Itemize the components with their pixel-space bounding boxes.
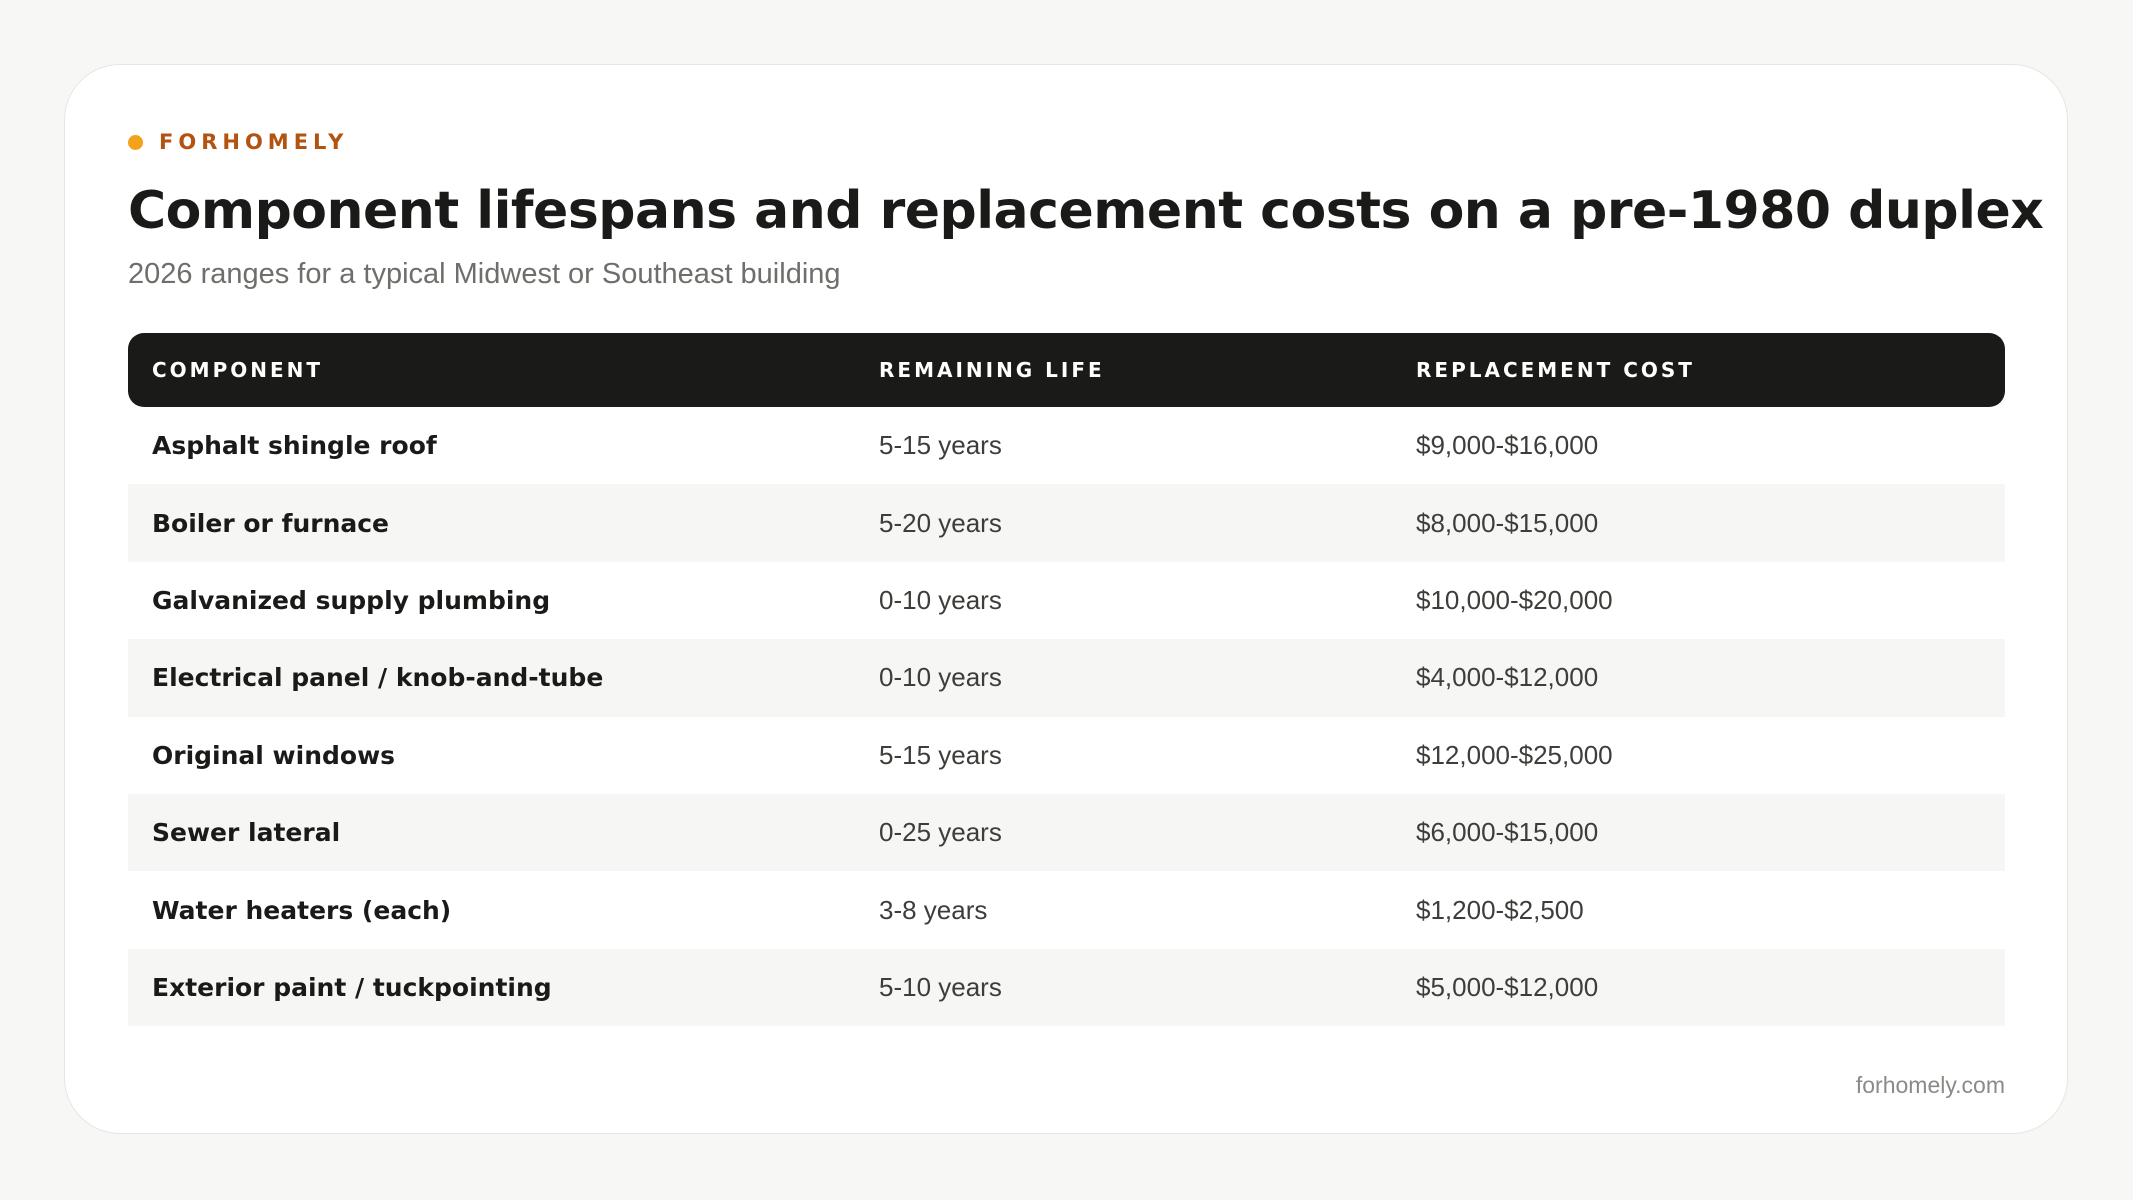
header-replacement-cost: REPLACEMENT COST (1416, 358, 1695, 382)
cell-component: Exterior paint / tuckpointing (152, 972, 552, 1002)
brand: FORHOMELY (128, 128, 348, 156)
cell-replacement-cost: $10,000-$20,000 (1416, 584, 1613, 615)
cell-remaining-life: 5-15 years (879, 430, 1002, 461)
lifespan-table: COMPONENT REMAINING LIFE REPLACEMENT COS… (128, 333, 2005, 1027)
table-row: Electrical panel / knob-and-tube 0-10 ye… (128, 639, 2005, 717)
table-row: Galvanized supply plumbing 0-10 years $1… (128, 562, 2005, 639)
cell-remaining-life: 3-8 years (879, 894, 988, 925)
table-row: Exterior paint / tuckpointing 5-10 years… (128, 948, 2005, 1027)
table-row: Boiler or furnace 5-20 years $8,000-$15,… (128, 484, 2005, 562)
cell-component: Asphalt shingle roof (152, 431, 437, 461)
cell-replacement-cost: $5,000-$12,000 (1416, 971, 1599, 1002)
table-header: COMPONENT REMAINING LIFE REPLACEMENT COS… (128, 333, 2005, 407)
page-title: Component lifespans and replacement cost… (128, 181, 2044, 241)
cell-component: Boiler or furnace (152, 508, 390, 538)
cell-component: Original windows (152, 740, 396, 770)
cell-replacement-cost: $4,000-$12,000 (1416, 662, 1599, 693)
cell-remaining-life: 5-10 years (879, 971, 1002, 1002)
cell-replacement-cost: $6,000-$15,000 (1416, 817, 1599, 848)
cell-remaining-life: 0-25 years (879, 817, 1002, 848)
cell-remaining-life: 0-10 years (879, 584, 1002, 615)
header-remaining-life: REMAINING LIFE (879, 358, 1105, 382)
cell-remaining-life: 5-15 years (879, 739, 1002, 770)
page-subtitle: 2026 ranges for a typical Midwest or Sou… (128, 258, 841, 290)
table-row: Sewer lateral 0-25 years $6,000-$15,000 (128, 793, 2005, 872)
cell-replacement-cost: $12,000-$25,000 (1416, 739, 1613, 770)
cell-component: Water heaters (each) (152, 895, 452, 925)
footer-site-link[interactable]: forhomely.com (1855, 1072, 2005, 1098)
cell-component: Sewer lateral (152, 818, 341, 848)
cell-replacement-cost: $8,000-$15,000 (1416, 507, 1599, 538)
brand-dot-icon (128, 134, 143, 150)
cell-component: Electrical panel / knob-and-tube (152, 663, 604, 693)
cell-replacement-cost: $9,000-$16,000 (1416, 430, 1599, 461)
header-component: COMPONENT (152, 358, 324, 382)
brand-name: FORHOMELY (159, 130, 349, 154)
cell-remaining-life: 5-20 years (879, 507, 1002, 538)
table-row: Original windows 5-15 years $12,000-$25,… (128, 717, 2005, 794)
cell-replacement-cost: $1,200-$2,500 (1416, 894, 1584, 925)
cell-remaining-life: 0-10 years (879, 662, 1002, 693)
table-row: Water heaters (each) 3-8 years $1,200-$2… (128, 871, 2005, 948)
cell-component: Galvanized supply plumbing (152, 585, 551, 615)
table-row: Asphalt shingle roof 5-15 years $9,000-$… (128, 407, 2005, 484)
